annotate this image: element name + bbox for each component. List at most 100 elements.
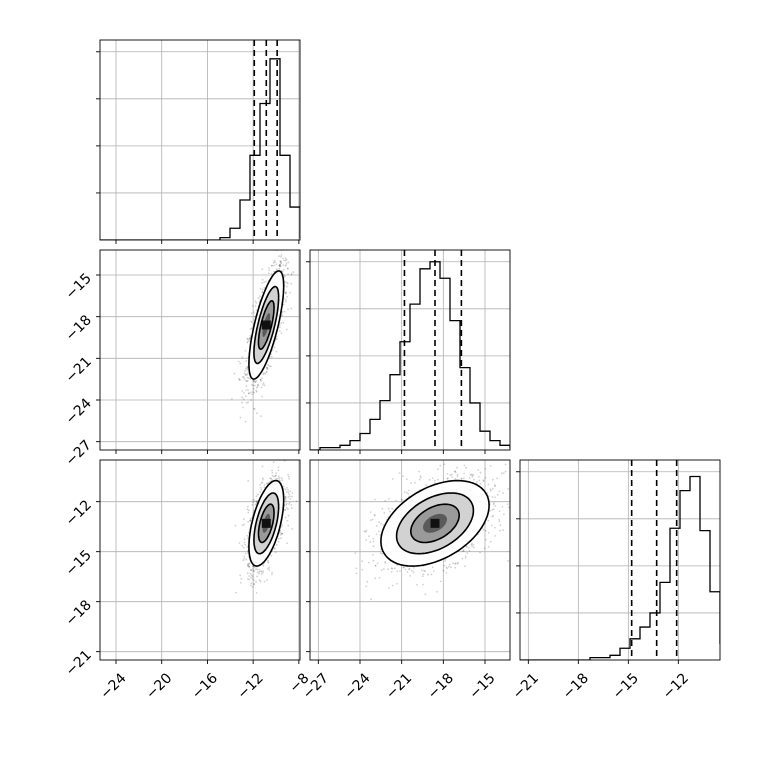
sample-point (264, 280, 267, 283)
sample-point (487, 531, 490, 534)
sample-point (473, 478, 475, 481)
sample-point (364, 530, 367, 533)
sample-point (246, 367, 249, 370)
sample-point (439, 464, 442, 467)
sample-point (454, 470, 457, 473)
sample-point (275, 263, 278, 266)
grid-lines (100, 250, 300, 450)
sample-point (288, 501, 291, 504)
histogram-body (310, 250, 510, 450)
sample-point (490, 489, 492, 492)
sample-point (370, 598, 373, 601)
sample-point (279, 330, 281, 332)
sample-point (242, 559, 245, 562)
sample-point (501, 505, 504, 508)
sample-point (419, 475, 422, 478)
sample-point (418, 478, 421, 481)
sample-point (252, 379, 255, 382)
sample-point (367, 561, 370, 564)
sample-point (262, 373, 264, 376)
sample-point (387, 507, 390, 510)
sample-point (275, 543, 278, 546)
sample-point (271, 469, 273, 472)
sample-point (289, 247, 291, 249)
sample-point (255, 501, 258, 503)
sample-point (462, 477, 465, 480)
sample-point (285, 491, 288, 493)
sample-point (491, 509, 494, 511)
sample-point (269, 477, 272, 480)
sample-point (384, 499, 387, 502)
sample-point (287, 496, 290, 498)
sample-point (396, 570, 399, 573)
sample-point (454, 562, 457, 565)
density-body (354, 463, 510, 601)
sample-point (252, 388, 255, 390)
sample-point (492, 508, 495, 511)
sample-point (288, 477, 290, 480)
sample-point (419, 476, 422, 479)
sample-point (284, 248, 286, 250)
histogram-step (310, 261, 510, 450)
sample-point (282, 321, 285, 324)
sample-point (494, 484, 496, 487)
sample-point (451, 476, 453, 478)
sample-point (261, 465, 264, 468)
sample-point (241, 396, 244, 398)
sample-point (247, 372, 249, 375)
sample-point (252, 501, 254, 504)
sample-point (382, 524, 384, 526)
sample-point (464, 556, 467, 559)
sample-point (241, 524, 244, 527)
sample-point (261, 481, 264, 484)
sample-point (423, 569, 425, 572)
sample-point (496, 493, 499, 496)
sample-point (246, 366, 249, 368)
sample-point (256, 571, 259, 573)
sample-point (491, 488, 494, 490)
sample-point (365, 529, 368, 532)
sample-point (253, 408, 256, 410)
sample-point (462, 549, 465, 551)
sample-point (281, 313, 283, 316)
sample-point (274, 261, 276, 264)
sample-point (251, 383, 253, 386)
sample-point (402, 475, 404, 478)
sample-point (471, 545, 474, 548)
sample-point (454, 563, 456, 565)
sample-point (253, 583, 255, 586)
sample-point (278, 326, 281, 328)
sample-point (391, 567, 394, 570)
sample-point (287, 489, 289, 491)
sample-point (445, 572, 448, 574)
x-tick-label: −18 (560, 670, 592, 702)
sample-point (407, 492, 410, 495)
sample-point (250, 399, 253, 401)
sample-point (257, 297, 260, 300)
sample-point (390, 571, 393, 573)
sample-point (252, 311, 255, 313)
sample-point (251, 326, 254, 329)
sample-point (251, 577, 254, 580)
sample-point (461, 550, 464, 553)
density-contour (380, 479, 490, 567)
sample-point (284, 496, 287, 498)
sample-point (262, 477, 264, 480)
sample-point (273, 547, 276, 550)
sample-point (406, 491, 408, 494)
y-tick-label: −21 (63, 354, 95, 386)
sample-point (278, 264, 281, 267)
sample-point (285, 328, 288, 331)
sample-point (494, 535, 496, 537)
sample-point (253, 500, 256, 502)
sample-point (477, 469, 480, 471)
sample-point (250, 320, 252, 323)
sample-point (372, 554, 374, 556)
sample-point (278, 537, 280, 540)
sample-point (479, 482, 482, 485)
sample-point (391, 584, 394, 587)
sample-point (280, 532, 283, 535)
sample-point (503, 513, 505, 516)
sample-point (433, 481, 436, 484)
sample-point (491, 496, 494, 498)
